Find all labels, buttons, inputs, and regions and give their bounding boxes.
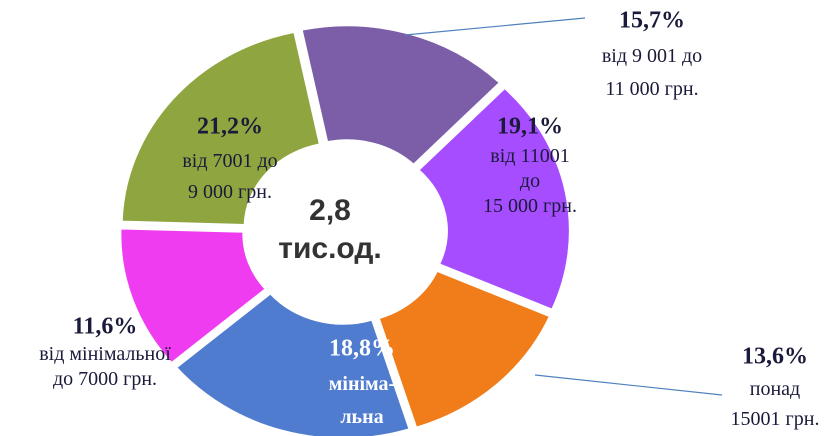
- value-label: 18,8%: [329, 336, 395, 362]
- donut-segment: [119, 227, 268, 365]
- value-label: 21,2%: [197, 114, 263, 140]
- value-label: 19,1%: [497, 114, 563, 140]
- donut-segment: [300, 24, 502, 167]
- value-label: 15,7%: [619, 8, 685, 34]
- category-label: від 7001 до 9 000 грн.: [182, 150, 277, 203]
- center-label: 2,8 тис.од.: [278, 194, 381, 265]
- category-label: понад 15001 грн.: [731, 378, 820, 430]
- leader-line: [534, 374, 723, 396]
- donut-segment: [416, 86, 571, 311]
- donut-segment: [120, 30, 322, 227]
- donut-segment: [377, 269, 552, 429]
- donut-segment: [174, 292, 411, 436]
- leader-line: [404, 17, 586, 36]
- value-label: 11,6%: [73, 314, 138, 340]
- category-label: міні­ма-льна: [329, 373, 395, 428]
- category-label: від 9 001 до 11 000 грн.: [602, 45, 702, 100]
- category-label: від 11001 до 15 000 грн.: [483, 145, 577, 217]
- category-label: від мінімальної до 7000 грн.: [39, 343, 171, 390]
- value-label: 13,6%: [742, 344, 808, 370]
